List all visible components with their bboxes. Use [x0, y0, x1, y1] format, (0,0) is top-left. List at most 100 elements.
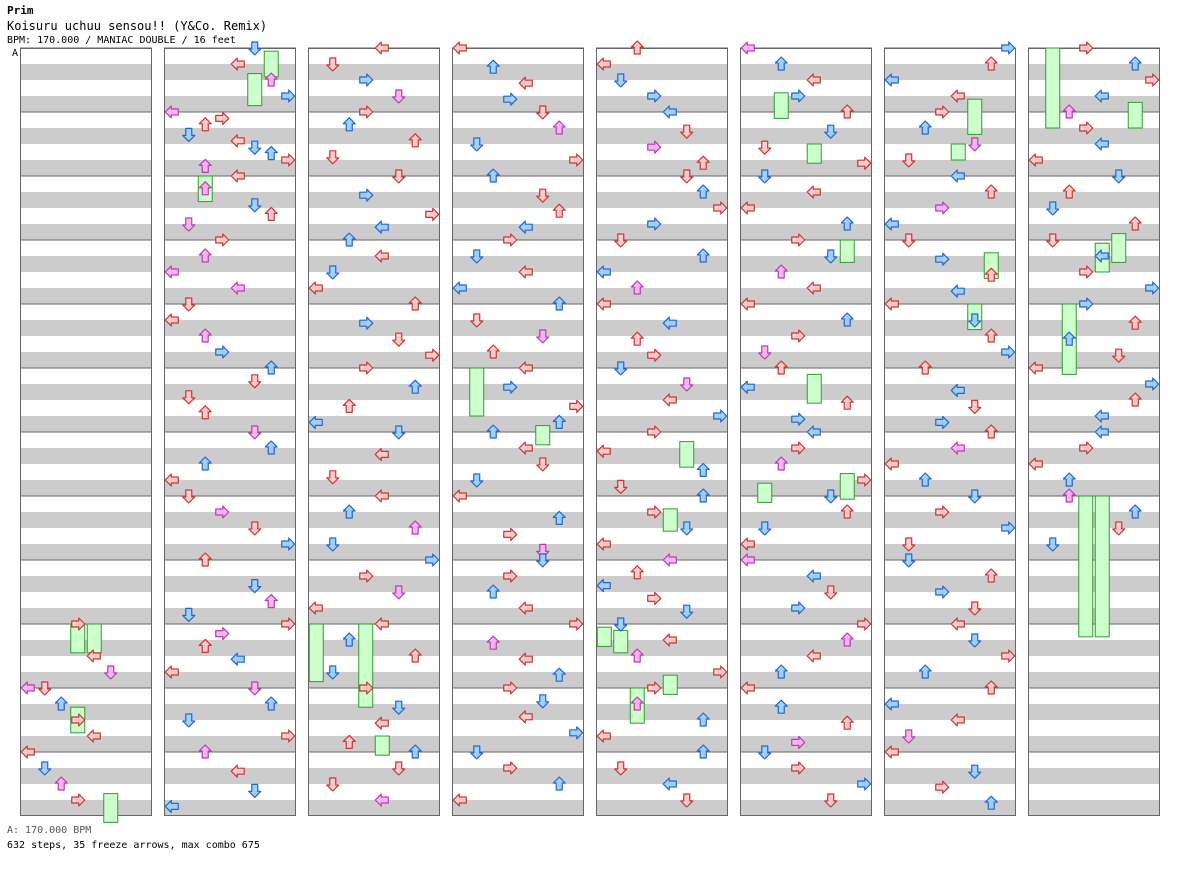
beat-stripe — [596, 160, 728, 176]
column-border — [740, 48, 872, 816]
beat-stripe — [308, 256, 440, 272]
step-arrow-down — [182, 713, 196, 728]
step-arrow-up — [840, 104, 854, 119]
step-arrow-right — [1001, 521, 1016, 535]
step-arrow-left — [518, 441, 533, 455]
step-arrow-down — [968, 489, 982, 504]
step-arrow-right — [857, 777, 872, 791]
step-arrow-up — [630, 40, 644, 55]
step-arrow-right — [425, 553, 440, 567]
step-arrow-right — [935, 505, 950, 519]
beat-stripe — [884, 544, 1016, 560]
beat-stripe — [884, 192, 1016, 208]
step-arrow-up — [264, 593, 278, 609]
step-arrow-up — [486, 584, 500, 599]
step-arrow-left — [1028, 361, 1043, 375]
step-arrow-down — [968, 313, 982, 328]
step-arrow-left — [452, 281, 467, 295]
step-arrow-up — [1128, 392, 1142, 407]
step-arrow-left — [884, 297, 899, 311]
beat-stripe — [452, 384, 584, 400]
step-arrow-up — [774, 456, 788, 471]
beat-stripe — [452, 544, 584, 560]
beat-stripe — [164, 288, 296, 304]
step-arrow-right — [215, 345, 230, 359]
step-arrow-down — [824, 793, 838, 808]
beat-stripe — [308, 608, 440, 624]
step-arrow-down — [182, 489, 196, 504]
step-arrow-down — [248, 41, 262, 56]
step-arrow-right — [935, 780, 950, 794]
step-arrow-right — [359, 569, 374, 583]
beat-stripe — [596, 512, 728, 528]
step-arrow-right — [647, 217, 662, 231]
step-arrow-down — [758, 745, 772, 760]
beat-stripe — [20, 64, 152, 80]
beat-stripe — [164, 320, 296, 336]
step-arrow-right — [503, 233, 518, 247]
step-arrow-down — [38, 761, 52, 776]
beat-stripe — [884, 608, 1016, 624]
beat-stripe — [1028, 672, 1160, 688]
step-arrow-right — [215, 111, 230, 126]
beat-stripe — [20, 352, 152, 368]
step-arrow-left — [20, 745, 35, 759]
step-arrow-right — [935, 201, 950, 215]
step-arrow-left — [308, 601, 323, 615]
beat-stripe — [1028, 96, 1160, 112]
step-arrow-left — [518, 652, 533, 666]
step-arrow-right — [935, 252, 950, 266]
step-arrow-down — [248, 783, 262, 799]
step-arrow-right — [647, 681, 662, 695]
step-arrow-down — [902, 537, 916, 552]
beat-stripe — [596, 608, 728, 624]
beat-stripe — [596, 640, 728, 656]
step-arrow-down — [902, 153, 916, 168]
step-arrow-left — [374, 249, 389, 263]
step-arrow-right — [647, 425, 662, 439]
freeze-arrow — [1078, 495, 1094, 638]
beat-stripe — [740, 480, 872, 496]
beat-stripe — [164, 352, 296, 368]
step-arrow-up — [1128, 216, 1142, 231]
freeze-arrow — [679, 441, 695, 468]
beat-stripe — [452, 288, 584, 304]
beat-stripe — [164, 544, 296, 560]
step-arrow-right — [425, 348, 440, 362]
beat-stripe — [308, 480, 440, 496]
step-arrow-left — [740, 553, 755, 567]
step-arrow-left — [164, 265, 179, 279]
beat-stripe — [20, 416, 152, 432]
beat-stripe — [884, 576, 1016, 592]
beat-stripe — [452, 800, 584, 816]
step-arrow-down — [326, 57, 340, 72]
step-arrow-left — [1094, 425, 1109, 439]
step-arrow-right — [215, 626, 230, 641]
beat-stripe — [308, 352, 440, 368]
freeze-arrow — [613, 629, 629, 654]
beat-stripe — [20, 320, 152, 336]
step-arrow-left — [806, 649, 821, 663]
step-arrow-up — [840, 715, 854, 730]
step-arrow-left — [308, 281, 323, 295]
beat-stripe — [20, 384, 152, 400]
step-arrow-down — [824, 585, 838, 600]
step-arrow-up — [486, 168, 500, 183]
step-arrow-right — [569, 617, 584, 631]
step-arrow-up — [198, 158, 212, 173]
step-arrow-up — [918, 120, 932, 135]
step-arrow-down — [1112, 169, 1126, 184]
beat-stripe — [20, 800, 152, 816]
beat-stripe — [452, 512, 584, 528]
column-border — [596, 48, 728, 816]
step-arrow-up — [342, 632, 356, 647]
beat-stripe — [164, 416, 296, 432]
beat-stripe — [20, 736, 152, 752]
step-arrow-up — [774, 664, 788, 679]
column-border — [164, 48, 296, 816]
step-arrow-down — [614, 479, 628, 494]
freeze-arrow — [1127, 101, 1143, 129]
step-arrow-left — [950, 284, 965, 298]
step-arrow-up — [840, 312, 854, 327]
beat-stripe — [884, 416, 1016, 432]
